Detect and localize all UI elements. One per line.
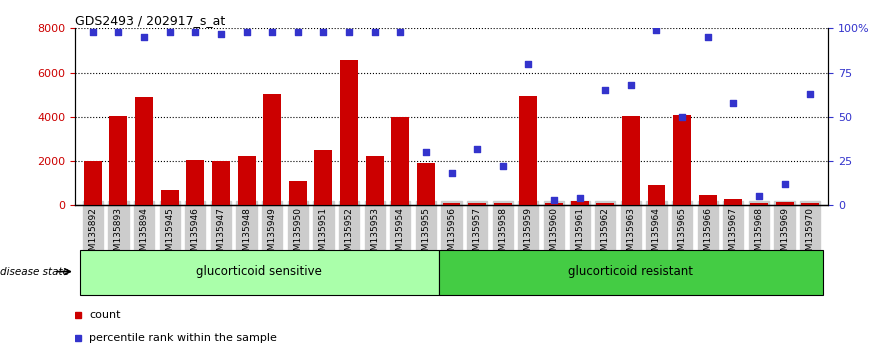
Bar [340, 61, 358, 205]
Point [649, 27, 663, 33]
Point [418, 149, 433, 155]
Bar [545, 203, 563, 205]
Bar [289, 181, 307, 205]
Bar [109, 116, 128, 205]
Point [522, 61, 536, 67]
Bar [750, 203, 768, 205]
Bar [775, 202, 794, 205]
Point [240, 29, 254, 35]
Bar [724, 199, 743, 205]
Bar [596, 203, 614, 205]
Point [726, 100, 740, 105]
Point [111, 29, 125, 35]
Bar [493, 203, 512, 205]
Point [778, 181, 792, 187]
Text: count: count [89, 310, 121, 320]
Point [189, 29, 203, 35]
Bar [699, 195, 716, 205]
Bar [391, 117, 410, 205]
Point [573, 195, 587, 201]
Point [803, 91, 818, 97]
Point [214, 31, 228, 36]
Point [470, 146, 485, 152]
FancyBboxPatch shape [439, 250, 823, 295]
Bar [84, 161, 102, 205]
Bar [622, 116, 640, 205]
Bar [238, 155, 255, 205]
Bar [520, 96, 537, 205]
Text: GDS2493 / 202917_s_at: GDS2493 / 202917_s_at [75, 14, 226, 27]
Point [445, 171, 459, 176]
Point [393, 29, 407, 35]
Point [675, 114, 689, 120]
Point [316, 29, 330, 35]
Bar [571, 201, 589, 205]
FancyBboxPatch shape [80, 250, 439, 295]
Point [751, 194, 766, 199]
Point [700, 34, 714, 40]
Bar [263, 93, 281, 205]
Point [137, 34, 152, 40]
Point [85, 29, 100, 35]
Point [496, 164, 510, 169]
Bar [442, 203, 461, 205]
Bar [315, 150, 332, 205]
Bar [801, 203, 819, 205]
Bar [366, 155, 383, 205]
Text: glucorticoid resistant: glucorticoid resistant [568, 265, 693, 278]
Bar [468, 203, 486, 205]
Bar [648, 185, 665, 205]
Bar [160, 190, 179, 205]
Text: percentile rank within the sample: percentile rank within the sample [89, 333, 277, 343]
Text: glucorticoid sensitive: glucorticoid sensitive [196, 265, 322, 278]
Point [624, 82, 638, 88]
Point [265, 29, 279, 35]
Point [547, 197, 561, 203]
Bar [673, 115, 691, 205]
Bar [212, 161, 230, 205]
Point [598, 87, 612, 93]
Point [163, 29, 177, 35]
Bar [135, 97, 153, 205]
Bar [187, 160, 204, 205]
Bar [417, 163, 435, 205]
Point [367, 29, 381, 35]
Point [291, 29, 305, 35]
Point [342, 29, 356, 35]
Text: disease state: disease state [0, 267, 69, 276]
